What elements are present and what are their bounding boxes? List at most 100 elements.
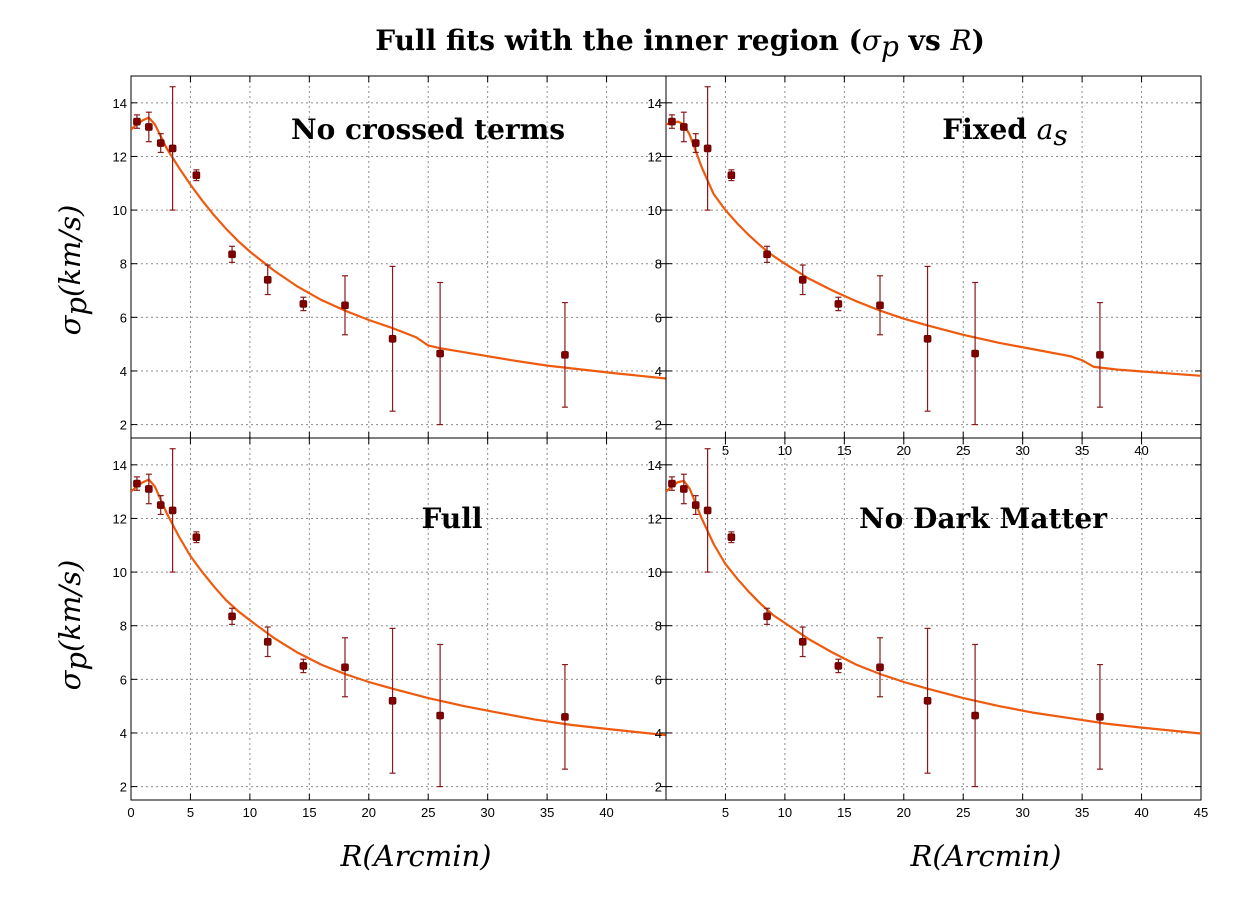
data-point (971, 349, 979, 358)
data-point (691, 139, 700, 147)
data-point (971, 711, 979, 720)
data-point (668, 479, 676, 488)
x-tick-label: 25 (956, 443, 970, 458)
title-mid: vs (899, 24, 951, 57)
x-tick-label: 25 (956, 805, 970, 820)
y-tick-label: 12 (113, 149, 127, 164)
data-point (727, 533, 736, 542)
y-tick-label: 8 (655, 619, 662, 634)
plot-area (666, 448, 1201, 788)
data-point (192, 171, 201, 180)
x-tick-label: 20 (362, 805, 376, 820)
y-tick-label: 12 (648, 149, 662, 164)
y-tick-label: 2 (120, 418, 127, 433)
data-point (156, 501, 165, 509)
y-axis-label-top: σp(km/s) (53, 205, 93, 336)
x-tick-label: 25 (421, 805, 435, 820)
data-point (561, 351, 569, 359)
data-point (763, 612, 771, 621)
title-subscript: p (881, 30, 899, 63)
data-point (923, 334, 932, 343)
data-point (228, 612, 236, 621)
x-tick-label: 15 (837, 805, 851, 820)
y-axis-label-bottom: σp(km/s) (53, 560, 93, 691)
y-tick-label: 8 (120, 619, 127, 634)
data-point (876, 663, 884, 672)
data-point (341, 301, 349, 310)
data-point (703, 144, 712, 153)
y-tick-label: 8 (120, 257, 127, 272)
y-tick-label: 14 (113, 458, 127, 473)
panel-frame (130, 437, 667, 801)
x-tick-label: 10 (778, 805, 792, 820)
data-point (192, 533, 201, 542)
x-tick-label: 30 (480, 805, 494, 820)
data-point (341, 663, 349, 672)
x-tick-label: 40 (599, 805, 613, 820)
panel-label: No Dark Matter (859, 502, 1108, 535)
y-tick-label: 6 (120, 672, 127, 687)
y-tick-label: 4 (655, 726, 662, 741)
x-tick-label: 40 (1134, 443, 1148, 458)
panel-label: Fixed as (942, 113, 1067, 152)
x-tick-label: 35 (1075, 443, 1089, 458)
x-axis-label-right: R(Arcmin) (910, 839, 1062, 873)
x-tick-label: 5 (722, 805, 729, 820)
data-point (145, 485, 153, 493)
data-point (436, 711, 444, 720)
data-point (299, 662, 308, 670)
x-tick-label: 30 (1015, 443, 1029, 458)
y-tick-label: 14 (113, 96, 127, 111)
plot-area (666, 86, 1201, 426)
panel-label: Full (421, 502, 482, 535)
panel-frame (665, 75, 1202, 439)
x-tick-label: 5 (722, 443, 729, 458)
y-tick-label: 4 (655, 364, 662, 379)
y-tick-label: 12 (113, 511, 127, 526)
data-point (834, 300, 843, 308)
y-tick-label: 10 (113, 203, 127, 218)
data-point (668, 117, 676, 126)
data-point (388, 334, 397, 343)
y-tick-label: 10 (648, 203, 662, 218)
x-tick-label: 0 (127, 805, 134, 820)
x-axis-label-left: R(Arcmin) (340, 839, 492, 873)
title-close: ) (972, 24, 985, 57)
data-point (228, 250, 236, 259)
y-tick-label: 2 (655, 418, 662, 433)
data-point (680, 485, 688, 493)
panel-frame (665, 437, 1202, 801)
data-point (145, 123, 153, 131)
data-point (263, 275, 272, 284)
x-tick-label: 5 (187, 805, 194, 820)
x-tick-label: 20 (897, 443, 911, 458)
data-point (798, 637, 807, 646)
x-tick-label: 15 (302, 805, 316, 820)
data-point (561, 713, 569, 721)
data-point (133, 117, 141, 126)
panel-full: 2 4 6 8 10 12 14 0 5 10 15 20 25 30 35 40 Full (113, 437, 667, 820)
data-point (923, 696, 932, 705)
data-point (263, 637, 272, 646)
y-tick-label: 14 (648, 96, 662, 111)
panel-no-crossed-terms: 2 4 6 8 10 12 14 No crossed terms (113, 75, 667, 439)
title-bold-part: Full fits with the inner region ( (375, 24, 862, 57)
data-point (727, 171, 736, 180)
x-tick-label: 35 (1075, 805, 1089, 820)
plot-area (131, 86, 666, 426)
data-point (680, 123, 688, 131)
y-tick-label: 2 (655, 780, 662, 795)
data-point (1096, 713, 1104, 721)
plot-area (131, 448, 666, 788)
title-sigma: σ (862, 24, 882, 57)
data-point (703, 506, 712, 515)
data-point (798, 275, 807, 284)
x-tick-label: 40 (1134, 805, 1148, 820)
y-tick-label: 2 (120, 780, 127, 795)
data-point (1096, 351, 1104, 359)
x-tick-label: 35 (540, 805, 554, 820)
y-tick-label: 6 (655, 310, 662, 325)
title-r: R (949, 24, 971, 57)
panel-no-dark-matter: 2 4 6 8 10 12 14 5 10 15 20 25 30 35 40 45 No Dark Matte… (648, 437, 1208, 820)
fit-curve (131, 478, 666, 737)
